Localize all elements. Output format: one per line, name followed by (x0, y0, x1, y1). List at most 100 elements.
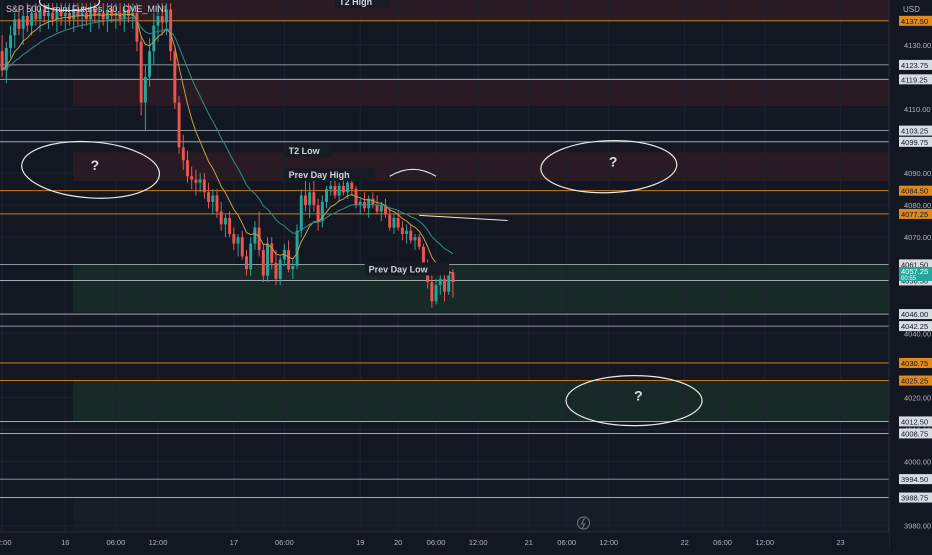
candle-body (325, 189, 329, 202)
candle (341, 179, 345, 196)
candle (190, 166, 194, 190)
lower-support-zone (73, 380, 889, 422)
price-level-tag (899, 136, 932, 147)
candle (312, 179, 316, 212)
time-tick-label: 16 (61, 538, 69, 547)
time-tick-label: 12:00 (0, 538, 11, 547)
candle (392, 214, 396, 234)
price-tick-label: 4090.00 (904, 169, 931, 178)
candle (215, 189, 219, 218)
price-tick-label: 3980.00 (904, 522, 931, 531)
candle-body (25, 16, 29, 26)
candle-body (396, 217, 400, 228)
candle (261, 243, 265, 283)
time-tick-label: 19 (356, 538, 364, 547)
price-level-value: 4012.50 (901, 417, 928, 426)
price-level-value: 4084.50 (901, 187, 928, 196)
time-axis-bg (0, 532, 889, 550)
candle-body (148, 51, 152, 77)
candle-body (371, 198, 375, 206)
candle-body (295, 230, 299, 266)
annotation-label: Prev Day High (289, 170, 350, 180)
price-level-tag (899, 321, 932, 332)
candle-body (299, 195, 303, 231)
price-level-tag (899, 15, 932, 26)
candle (63, 3, 67, 29)
candle (409, 224, 413, 244)
candle (329, 179, 333, 196)
candle-body (38, 9, 42, 20)
candle (143, 64, 147, 132)
price-level-tag (899, 59, 932, 70)
time-axis[interactable]: 12:00 16 06:00 12:00 17 06:00 19 20 06:00 12:00 21… (0, 531, 889, 550)
upper-resistance-zone (73, 79, 889, 106)
question-circle-right (540, 139, 678, 194)
time-tick-label: 22 (680, 538, 688, 547)
candle-body (316, 205, 320, 222)
price-level-tag (899, 492, 932, 503)
price-tick-label: 4080.00 (904, 201, 931, 210)
candle-body (0, 51, 4, 71)
price-level-tag (899, 309, 932, 320)
candle-body (240, 237, 244, 257)
candle-body (367, 198, 371, 209)
candle (25, 3, 29, 33)
candle-body (207, 192, 211, 202)
candle-body (190, 176, 194, 180)
candle (135, 3, 139, 52)
candle-body (430, 282, 434, 302)
candle (30, 6, 34, 36)
candle-body (287, 249, 291, 270)
current-price-value: 4057.25 (901, 267, 928, 276)
candle-body (51, 12, 55, 20)
candle (400, 221, 404, 241)
zones-layer (73, 0, 889, 532)
candle-body (303, 195, 307, 206)
candle-body (291, 266, 295, 270)
time-tick-label: 06:00 (427, 538, 446, 547)
candle-body (211, 195, 215, 202)
candle-body (266, 243, 270, 276)
candle (257, 211, 261, 257)
candle-body (447, 272, 451, 292)
currency-label: USD (903, 5, 920, 14)
candle (384, 198, 387, 218)
candle-body (21, 16, 25, 29)
price-axis[interactable]: 3980.004000.004010.004020.004040.004070.… (888, 0, 932, 550)
candle (186, 150, 189, 183)
candle (236, 233, 240, 257)
candle (337, 182, 341, 202)
time-tick-label: 12:00 (149, 538, 168, 547)
candle (287, 240, 291, 273)
candle-body (400, 227, 404, 234)
candle (223, 214, 227, 238)
candle-body (253, 227, 257, 244)
price-level-tag (899, 416, 932, 427)
candle (55, 3, 59, 33)
candle-body (194, 179, 198, 183)
candle-body (9, 35, 13, 49)
candle (177, 96, 181, 154)
candle (434, 278, 438, 305)
candle (13, 12, 17, 49)
price-level-value: 3988.75 (901, 494, 928, 503)
price-levels-layer (0, 20, 889, 498)
candle (59, 3, 63, 26)
symbol-circle (38, 0, 101, 12)
price-level-value: 4046.00 (901, 310, 928, 319)
candle-body (236, 237, 240, 244)
candle (249, 237, 253, 276)
question-mark-label: ? (609, 154, 618, 170)
candle-body (72, 9, 76, 20)
time-tick-label: 06:00 (557, 538, 576, 547)
candle-body (379, 205, 383, 212)
candle-body (13, 19, 17, 36)
price-level-value: 4008.75 (901, 429, 928, 438)
price-tick-label: 4070.00 (904, 233, 931, 242)
annotation-bg (284, 143, 332, 157)
candle (274, 249, 278, 286)
candle-body (270, 243, 274, 263)
question-circle-left (21, 140, 161, 199)
